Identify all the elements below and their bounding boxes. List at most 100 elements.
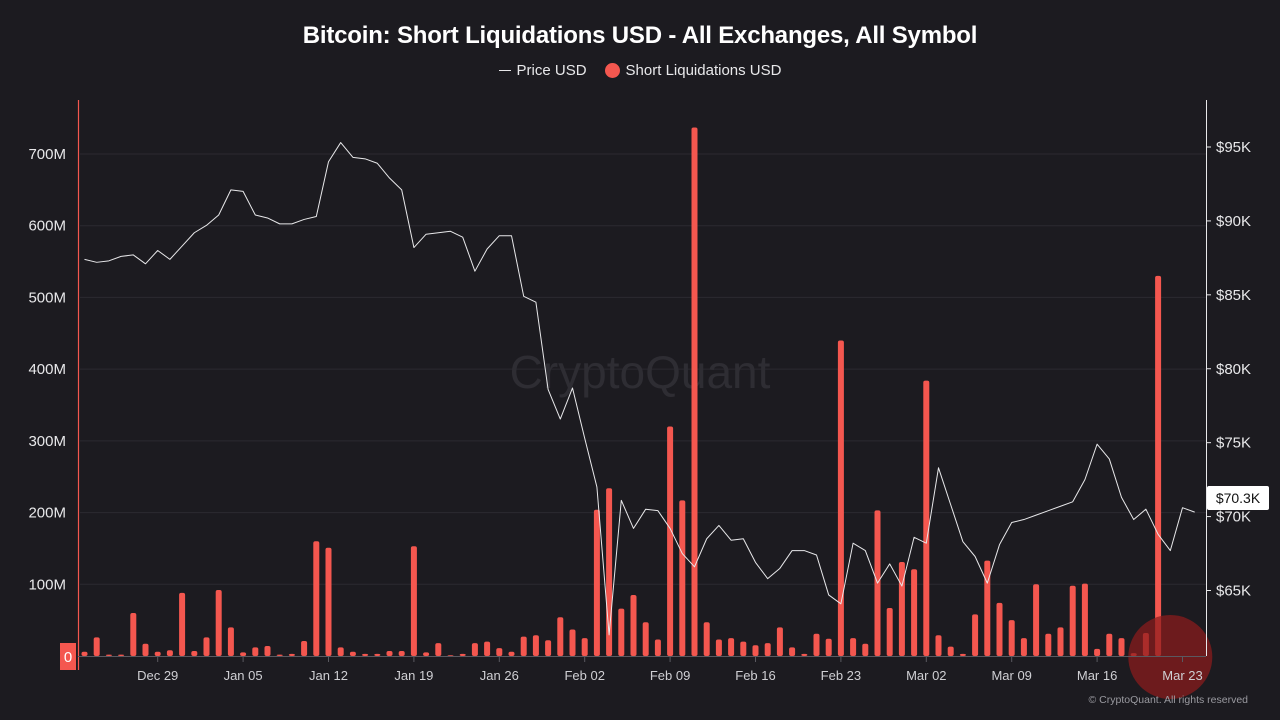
bar-liquidation[interactable]: [532, 635, 539, 656]
bar-liquidation[interactable]: [227, 627, 234, 656]
bar-liquidation[interactable]: [642, 622, 649, 656]
bar-liquidation[interactable]: [545, 640, 552, 656]
price-series: [84, 142, 1195, 636]
bar-liquidation[interactable]: [813, 633, 820, 656]
bar-liquidation[interactable]: [520, 636, 527, 656]
bar-liquidation[interactable]: [581, 638, 588, 656]
bar-liquidation[interactable]: [508, 651, 515, 656]
bar-liquidation[interactable]: [972, 614, 979, 656]
bar-liquidation[interactable]: [240, 652, 247, 656]
bar-liquidation[interactable]: [1008, 620, 1015, 656]
bar-liquidation[interactable]: [618, 608, 625, 656]
bar-liquidation[interactable]: [911, 569, 918, 656]
bar-liquidation[interactable]: [1033, 584, 1040, 656]
left-tick-label: 300M: [28, 433, 66, 450]
bar-liquidation[interactable]: [1118, 638, 1125, 656]
bar-liquidation[interactable]: [142, 643, 149, 656]
legend: Price USD Short Liquidations USD: [0, 62, 1280, 79]
bar-liquidation[interactable]: [715, 639, 722, 656]
price-line[interactable]: [84, 142, 1195, 636]
bar-liquidation[interactable]: [825, 638, 832, 656]
bar-liquidation[interactable]: [764, 643, 771, 656]
bar-liquidation[interactable]: [484, 641, 491, 656]
bar-liquidation[interactable]: [118, 654, 125, 656]
x-tick-label: Dec 29: [137, 668, 178, 683]
bar-liquidation[interactable]: [947, 646, 954, 656]
left-tick-label: 200M: [28, 505, 66, 522]
bar-liquidation[interactable]: [703, 622, 710, 656]
bar-liquidation[interactable]: [288, 653, 295, 656]
legend-item-liquidations[interactable]: Short Liquidations USD: [604, 62, 781, 79]
bar-liquidation[interactable]: [886, 607, 893, 656]
bar-liquidation[interactable]: [1155, 275, 1162, 656]
bar-liquidation[interactable]: [496, 648, 503, 656]
bar-liquidation[interactable]: [630, 595, 637, 656]
bar-liquidation[interactable]: [459, 653, 466, 656]
bar-liquidation[interactable]: [130, 612, 137, 656]
bar-liquidation[interactable]: [654, 639, 661, 656]
bar-liquidation[interactable]: [691, 127, 698, 657]
bar-liquidation[interactable]: [313, 541, 320, 656]
bar-series: [81, 127, 1162, 657]
bar-liquidation[interactable]: [179, 592, 186, 656]
bar-liquidation[interactable]: [557, 617, 564, 656]
legend-item-price[interactable]: Price USD: [498, 62, 587, 79]
bar-liquidation[interactable]: [423, 652, 430, 656]
bar-liquidation[interactable]: [862, 643, 869, 656]
bar-liquidation[interactable]: [850, 638, 857, 656]
chart-title: Bitcoin: Short Liquidations USD - All Ex…: [302, 22, 978, 49]
bar-liquidation[interactable]: [837, 340, 844, 656]
bar-liquidation[interactable]: [276, 654, 283, 656]
bar-liquidation[interactable]: [984, 560, 991, 656]
bar-liquidation[interactable]: [1020, 638, 1027, 656]
bar-liquidation[interactable]: [93, 637, 100, 656]
bar-liquidation[interactable]: [667, 426, 674, 656]
bar-liquidation[interactable]: [569, 629, 576, 656]
copyright-text: © CryptoQuant. All rights reserved: [1088, 694, 1248, 706]
bar-liquidation[interactable]: [81, 651, 88, 656]
bar-liquidation[interactable]: [337, 647, 344, 656]
bar-liquidation[interactable]: [1081, 583, 1088, 656]
bar-liquidation[interactable]: [1094, 648, 1101, 656]
bar-liquidation[interactable]: [471, 643, 478, 656]
bar-liquidation[interactable]: [398, 650, 405, 656]
bar-liquidation[interactable]: [154, 651, 161, 656]
x-tick-label: Feb 23: [821, 668, 861, 683]
bar-liquidation[interactable]: [386, 650, 393, 656]
bar-liquidation[interactable]: [1057, 627, 1064, 656]
bar-liquidation[interactable]: [203, 637, 210, 656]
bar-liquidation[interactable]: [740, 641, 747, 656]
bar-liquidation[interactable]: [410, 546, 417, 656]
bar-liquidation[interactable]: [349, 651, 356, 656]
bar-liquidation[interactable]: [898, 562, 905, 656]
bar-liquidation[interactable]: [752, 645, 759, 656]
bar-liquidation[interactable]: [728, 638, 735, 656]
bar-liquidation[interactable]: [264, 645, 271, 656]
bar-liquidation[interactable]: [252, 647, 259, 656]
bar-liquidation[interactable]: [1106, 633, 1113, 656]
bar-liquidation[interactable]: [166, 650, 173, 656]
x-tick-label: Feb 16: [735, 668, 775, 683]
bar-liquidation[interactable]: [435, 643, 442, 656]
bar-liquidation[interactable]: [996, 602, 1003, 656]
bar-liquidation[interactable]: [301, 640, 308, 656]
bar-liquidation[interactable]: [923, 380, 930, 656]
bar-liquidation[interactable]: [1045, 633, 1052, 656]
bar-liquidation[interactable]: [789, 647, 796, 656]
bar-liquidation[interactable]: [959, 653, 966, 656]
bar-liquidation[interactable]: [1069, 585, 1076, 656]
bar-liquidation[interactable]: [362, 653, 369, 656]
bar-liquidation[interactable]: [447, 655, 454, 656]
left-tick-label: 500M: [28, 289, 66, 306]
bar-liquidation[interactable]: [593, 509, 600, 656]
bar-liquidation[interactable]: [374, 653, 381, 656]
bar-liquidation[interactable]: [776, 627, 783, 656]
bar-liquidation[interactable]: [105, 654, 112, 656]
bar-liquidation[interactable]: [679, 500, 686, 656]
bar-liquidation[interactable]: [215, 590, 222, 656]
bar-liquidation[interactable]: [325, 547, 332, 656]
bar-liquidation[interactable]: [935, 635, 942, 656]
bar-liquidation[interactable]: [801, 653, 808, 656]
bar-liquidation[interactable]: [191, 650, 198, 656]
